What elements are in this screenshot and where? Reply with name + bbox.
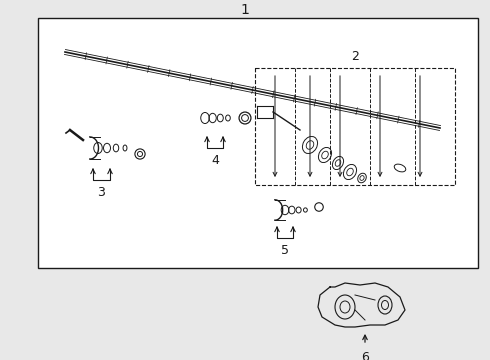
Text: 6: 6 bbox=[361, 351, 369, 360]
Text: 2: 2 bbox=[351, 50, 359, 63]
Text: 5: 5 bbox=[281, 244, 289, 257]
Bar bbox=[255, 68, 455, 185]
Bar bbox=[38, 18, 478, 268]
Text: 4: 4 bbox=[211, 154, 219, 167]
Text: 1: 1 bbox=[241, 3, 249, 17]
Text: 3: 3 bbox=[98, 186, 105, 199]
